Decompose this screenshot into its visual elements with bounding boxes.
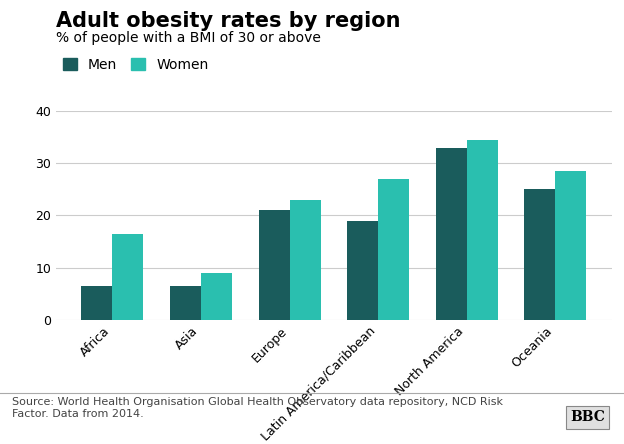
Bar <box>201 273 232 320</box>
Bar <box>347 221 378 320</box>
Text: BBC: BBC <box>570 410 605 424</box>
Bar <box>436 147 467 320</box>
Text: % of people with a BMI of 30 or above: % of people with a BMI of 30 or above <box>56 31 321 45</box>
Bar <box>524 189 555 320</box>
Bar <box>81 286 112 320</box>
Bar <box>378 179 409 320</box>
Text: Source: World Health Organisation Global Health Observatory data repository, NCD: Source: World Health Organisation Global… <box>12 397 504 419</box>
Bar <box>290 200 321 320</box>
Text: Adult obesity rates by region: Adult obesity rates by region <box>56 11 401 31</box>
Bar <box>467 140 498 320</box>
Legend: Men, Women: Men, Women <box>63 58 208 72</box>
Bar <box>170 286 201 320</box>
Bar <box>112 234 144 320</box>
Bar <box>258 210 290 320</box>
Bar <box>555 171 587 320</box>
